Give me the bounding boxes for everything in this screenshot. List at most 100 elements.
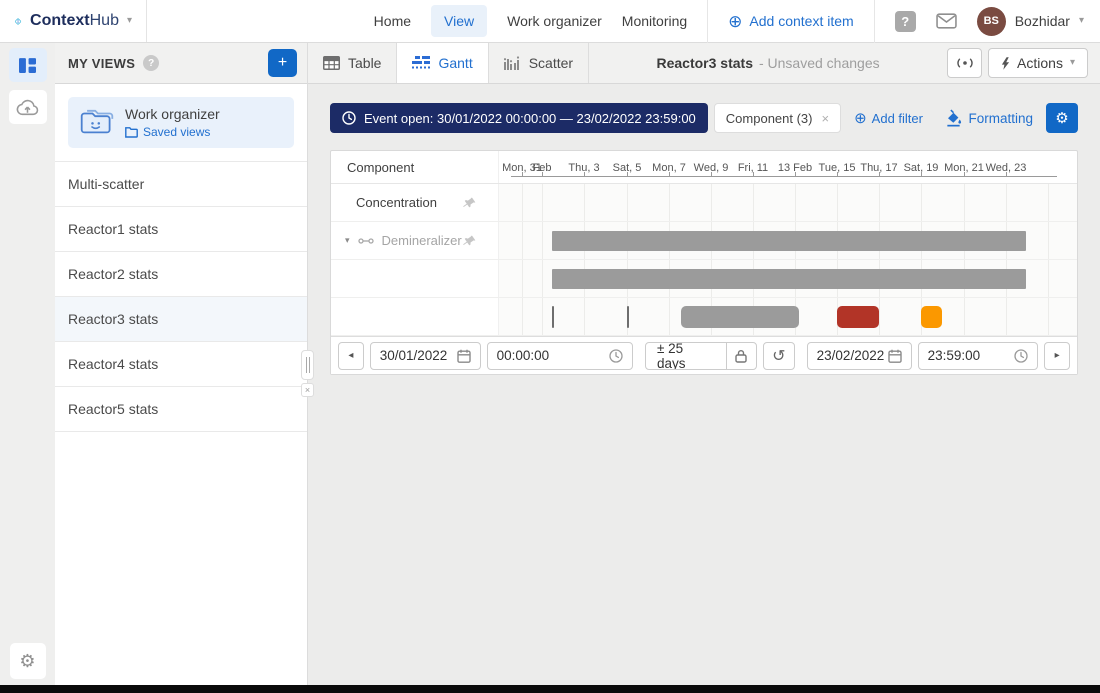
- collapse-caret-icon[interactable]: ▾: [345, 235, 350, 245]
- shift-left-button[interactable]: ◂: [338, 341, 364, 370]
- timeline-tick-mark: [837, 172, 838, 177]
- gridline: [669, 184, 670, 221]
- live-broadcast-button[interactable]: [947, 48, 983, 78]
- remove-filter-icon[interactable]: ×: [821, 110, 830, 126]
- gantt-bar[interactable]: [552, 230, 1026, 251]
- gridline: [1048, 298, 1049, 335]
- end-time-field[interactable]: 23:59:00: [917, 341, 1039, 370]
- my-views-rail-button[interactable]: [8, 48, 47, 82]
- saved-views-link[interactable]: Saved views: [125, 125, 220, 139]
- gantt-icon: [412, 56, 431, 69]
- gantt-bar[interactable]: [837, 305, 879, 328]
- gridline: [542, 260, 543, 297]
- gantt-marker[interactable]: [627, 305, 629, 328]
- table-icon: [323, 56, 340, 70]
- start-time-field[interactable]: 00:00:00: [486, 341, 633, 370]
- clock-icon: [609, 348, 623, 363]
- component-filter-pill[interactable]: Component (3) ×: [713, 103, 842, 133]
- gantt-settings-button[interactable]: ⚙: [1046, 103, 1078, 133]
- timeline-tick-label: Mon, 21: [944, 162, 984, 174]
- user-menu[interactable]: BS Bozhidar ▾: [976, 6, 1084, 36]
- gridline: [522, 184, 523, 221]
- app-body: ⚙ MY VIEWS ? + Work organizer Saved v: [0, 43, 1100, 685]
- help-icon[interactable]: ?: [143, 55, 160, 71]
- pin-icon[interactable]: [462, 233, 477, 248]
- gridline: [879, 298, 880, 335]
- row-label-empty: [331, 260, 499, 297]
- tab-scatter[interactable]: Scatter: [489, 43, 590, 83]
- gridline: [1048, 184, 1049, 221]
- nav-work-organizer[interactable]: Work organizer: [507, 13, 602, 29]
- row-label-empty: [331, 298, 499, 335]
- gantt-bar[interactable]: [681, 305, 799, 328]
- shift-right-button[interactable]: ▸: [1044, 341, 1071, 370]
- view-list-item[interactable]: Reactor3 stats: [55, 297, 307, 342]
- gantt-track: [499, 260, 1077, 297]
- gridline: [1006, 298, 1007, 335]
- gantt-row-concentration: Concentration: [331, 184, 1077, 222]
- gantt-header: Component Mon, 31 Feb Thu, 3 Sat, 5 Mon, 7 We…: [331, 151, 1077, 184]
- gridline: [584, 184, 585, 221]
- timeline-tick-mark: [964, 172, 965, 177]
- contexthub-logo-icon: [14, 17, 22, 25]
- help-button[interactable]: ?: [894, 10, 916, 32]
- view-title: Reactor3 stats - Unsaved changes: [589, 43, 947, 83]
- row-label-concentration[interactable]: Concentration: [331, 184, 499, 221]
- view-list-item[interactable]: Reactor2 stats: [55, 252, 307, 297]
- timeline-tick-label: Mon, 7: [652, 162, 686, 174]
- gantt-bar[interactable]: [552, 268, 1026, 289]
- gridline: [584, 298, 585, 335]
- add-filter-button[interactable]: ⊕ Add filter: [854, 109, 923, 127]
- formatting-button[interactable]: Formatting: [945, 109, 1033, 127]
- nav-home[interactable]: Home: [373, 13, 412, 29]
- event-open-filter-pill[interactable]: Event open: 30/01/2022 00:00:00 — 23/02/…: [330, 103, 708, 133]
- nav-view[interactable]: View: [431, 5, 488, 37]
- cloud-upload-rail-button[interactable]: [8, 90, 47, 124]
- gantt-bar[interactable]: [921, 305, 942, 328]
- folder-smiley-icon: [80, 109, 114, 134]
- row-label-demineralizer[interactable]: ▾ Demineralizer: [331, 222, 499, 259]
- gantt-row-demineralizer: ▾ Demineralizer: [331, 222, 1077, 260]
- add-view-button[interactable]: +: [268, 49, 297, 77]
- plus-circle-icon: ⊕: [854, 109, 867, 127]
- add-context-item-button[interactable]: ⊕ Add context item: [728, 13, 854, 30]
- gantt-track: [499, 222, 1077, 259]
- lock-range-button[interactable]: [727, 343, 757, 369]
- end-date-field[interactable]: 23/02/2022: [806, 341, 912, 370]
- range-field[interactable]: ± 25 days: [646, 342, 727, 369]
- cloud-upload-icon: [16, 99, 39, 115]
- topbar: ContextHub ▾ Home View Work organizer Mo…: [0, 0, 1100, 43]
- nav-monitoring[interactable]: Monitoring: [621, 13, 688, 29]
- gridline: [627, 184, 628, 221]
- messages-button[interactable]: [935, 13, 957, 29]
- divider: [707, 0, 709, 43]
- view-title-status: - Unsaved changes: [758, 55, 880, 71]
- filter-bar: Event open: 30/01/2022 00:00:00 — 23/02/…: [330, 103, 1078, 133]
- brand[interactable]: ContextHub ▾: [0, 0, 147, 42]
- pin-icon[interactable]: [462, 195, 477, 210]
- gantt-marker[interactable]: [552, 305, 554, 328]
- timeline-tick-mark: [542, 172, 543, 177]
- view-list-item[interactable]: Reactor1 stats: [55, 207, 307, 252]
- view-list-item[interactable]: Multi-scatter: [55, 162, 307, 207]
- timeline-tick-label: Tue, 15: [818, 162, 856, 174]
- start-date-field[interactable]: 30/01/2022: [369, 341, 481, 370]
- gridline: [1048, 222, 1049, 259]
- work-organizer-card[interactable]: Work organizer Saved views: [68, 97, 294, 148]
- sidebar-collapse-button[interactable]: ×: [301, 383, 314, 397]
- tab-gantt[interactable]: Gantt: [397, 43, 489, 83]
- view-list-item[interactable]: Reactor5 stats: [55, 387, 307, 432]
- paint-bucket-icon: [947, 109, 962, 127]
- calendar-icon: [456, 349, 471, 363]
- settings-rail-button[interactable]: ⚙: [9, 643, 46, 679]
- reset-time-button[interactable]: ↺: [763, 341, 795, 370]
- actions-button[interactable]: Actions ▾: [988, 48, 1088, 78]
- scatter-icon: [503, 56, 519, 70]
- gridline: [837, 184, 838, 221]
- view-list-item[interactable]: Reactor4 stats: [55, 342, 307, 387]
- timeline-tick-mark: [669, 172, 670, 177]
- tab-table[interactable]: Table: [308, 43, 398, 83]
- sidebar-resize-handle[interactable]: [301, 350, 314, 380]
- gridline: [522, 222, 523, 259]
- gantt-panel: Component Mon, 31 Feb Thu, 3 Sat, 5 Mon, 7 We…: [330, 150, 1078, 375]
